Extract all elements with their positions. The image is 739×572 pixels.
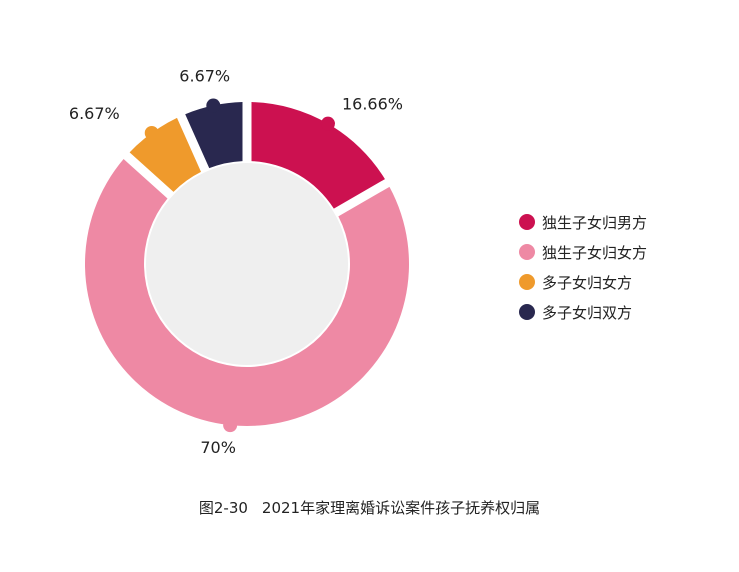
- figure-caption: 图2-30 2021年家理离婚诉讼案件孩子抚养权归属: [0, 497, 739, 518]
- legend-item: 多子女归双方: [519, 297, 647, 327]
- legend-label: 独生子女归男方: [542, 213, 648, 232]
- data-labels: 16.66% 70% 6.67% 6.67%: [69, 67, 403, 458]
- label-marker-dot: [206, 98, 221, 113]
- legend-label: 多子女归女方: [542, 273, 633, 292]
- label-marker-dot: [223, 418, 238, 433]
- legend: 独生子女归男方 独生子女归女方 多子女归女方 多子女归双方: [519, 207, 647, 327]
- legend-item: 独生子女归男方: [519, 207, 647, 237]
- legend-swatch: [519, 214, 535, 230]
- figure-number: 图2-30: [198, 499, 248, 517]
- data-label: 6.67%: [69, 104, 120, 123]
- label-markers: [144, 98, 335, 433]
- donut-slice: [185, 102, 243, 169]
- legend-swatch: [519, 304, 535, 320]
- label-marker-dot: [320, 116, 335, 131]
- legend-item: 独生子女归女方: [519, 237, 647, 267]
- legend-swatch: [519, 244, 535, 260]
- legend-item: 多子女归女方: [519, 267, 647, 297]
- donut-slice: [251, 102, 385, 209]
- figure-title: 2021年家理离婚诉讼案件孩子抚养权归属: [261, 499, 541, 517]
- donut-center: [146, 163, 348, 365]
- data-label: 6.67%: [179, 67, 230, 86]
- label-marker-dot: [144, 125, 159, 140]
- legend-swatch: [519, 274, 535, 290]
- legend-label: 独生子女归女方: [542, 243, 648, 262]
- legend-label: 多子女归双方: [542, 303, 633, 322]
- donut-slice: [85, 159, 409, 426]
- data-label: 70%: [200, 438, 236, 457]
- data-label: 16.66%: [342, 95, 403, 114]
